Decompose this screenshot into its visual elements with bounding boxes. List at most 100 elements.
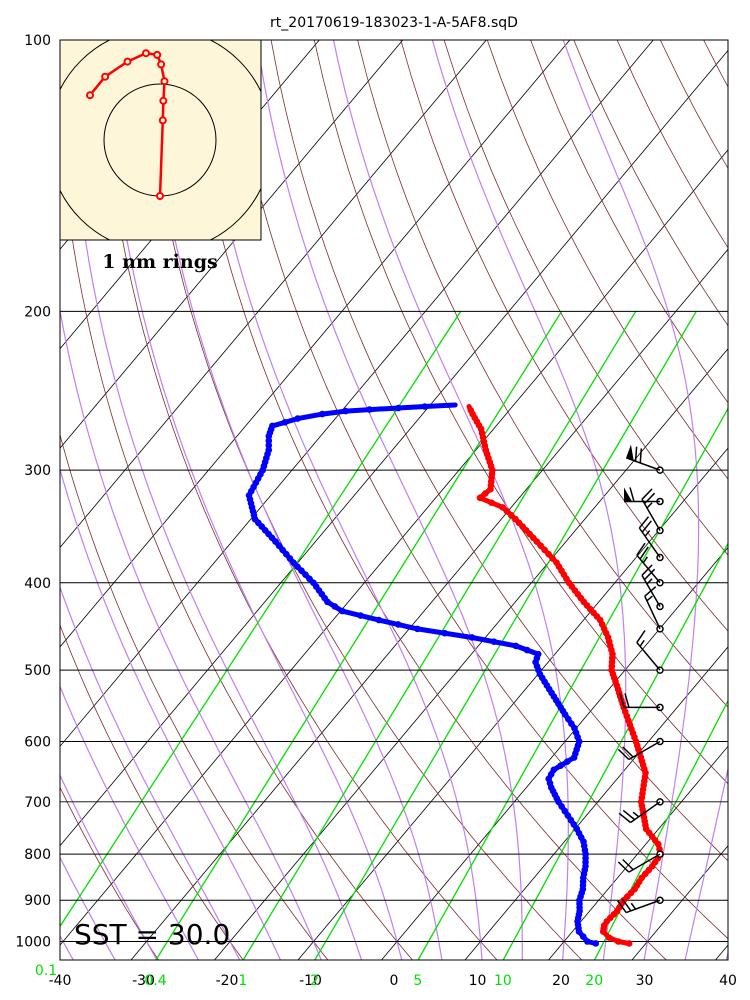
profile-point (468, 634, 476, 641)
plot-frame (59, 39, 729, 961)
wind-barb (617, 850, 664, 873)
profile-point (570, 821, 578, 828)
temperature-tick-labels: -40 -30 -20 -10 0 10 20 30 40 (49, 973, 737, 989)
wind-barb-half (646, 595, 653, 602)
wind-barb-full (622, 858, 634, 871)
isotherm-line (464, 646, 728, 960)
temperature-tick-label: -40 (49, 973, 72, 989)
profile-point (275, 542, 283, 550)
profile-point (550, 766, 558, 774)
moist-adiabat-line (60, 585, 241, 960)
hodograph-point (101, 72, 110, 81)
profile-point (286, 555, 294, 562)
pressure-tick-label: 900 (24, 893, 51, 909)
wind-barb-full (644, 586, 657, 597)
moist-adiabat-line (103, 40, 403, 960)
dry-adiabat-line (659, 40, 728, 170)
profile-point (331, 603, 339, 610)
hodograph-point (158, 116, 167, 125)
hodograph-point (160, 77, 169, 86)
mixing-ratio-label: 0.4 (144, 973, 166, 989)
wind-barb-full (641, 520, 652, 533)
profile-point (605, 934, 613, 941)
moist-adiabat-line (60, 856, 116, 960)
dry-adiabat-line (357, 40, 728, 708)
profile-point (549, 555, 556, 562)
wind-barb-staff (625, 899, 661, 914)
wind-barb-full (617, 861, 630, 873)
hodograph-caption: 1 nm rings (102, 251, 217, 273)
profile-point (568, 720, 575, 727)
wind-barb (619, 693, 664, 712)
wind-barb-half (646, 502, 653, 509)
wind-barb-full (639, 546, 649, 560)
moist-adiabat-line (60, 467, 282, 960)
profile-point (614, 938, 622, 945)
wind-barb-half (644, 530, 651, 537)
isotherm-line (547, 745, 728, 960)
mixing-ratio-label: 2 (310, 973, 319, 989)
dry-adiabat-line (97, 40, 498, 960)
mixing-ratio-label: 20 (585, 973, 603, 989)
isotherm-line (60, 149, 728, 946)
profile-point (467, 406, 475, 414)
hodograph-point (156, 192, 164, 200)
wind-barb-staff (636, 642, 661, 671)
pressure-tick-label: 700 (24, 795, 51, 811)
pressure-tick-label: 800 (24, 847, 51, 863)
chart-title: rt_20170619-183023-1-A-5AF8.sqD (270, 15, 518, 31)
profile-point (281, 418, 289, 426)
wind-barb-flag (624, 487, 632, 502)
pressure-tick-label: 100 (24, 33, 51, 49)
dry-adiabat-line (443, 40, 728, 556)
wind-barb (638, 516, 664, 562)
profile-point (488, 499, 495, 506)
wind-barb-staff (644, 595, 661, 630)
wind-barb-full (643, 492, 656, 505)
wind-barb-staff (638, 527, 661, 558)
mixing-ratio-line (502, 542, 728, 960)
profile-point (319, 410, 326, 418)
wind-barb-full (636, 630, 646, 643)
profile-point (357, 612, 364, 619)
profile-point (564, 758, 571, 765)
temperature-tick-label: 20 (552, 973, 570, 989)
profile-point (541, 546, 548, 554)
isotherm-line (60, 49, 728, 847)
mixing-ratio-line (242, 311, 637, 960)
wind-barb-half (646, 578, 653, 585)
moist-adiabat-line (332, 40, 569, 960)
profile-point (503, 508, 511, 515)
hodograph-point (157, 60, 166, 69)
isotherm-line (714, 944, 728, 960)
dry-adiabat-line (184, 40, 667, 960)
wind-barb-full (641, 564, 653, 576)
profile-point (476, 494, 484, 502)
dry-adiabat-line (703, 40, 728, 88)
profile-point (579, 933, 587, 940)
isotherm-line (380, 546, 728, 960)
dry-adiabat-line (60, 131, 414, 960)
wind-barb-full (622, 809, 636, 821)
wind-barb (641, 564, 664, 611)
temperature-tick-label: 0 (390, 973, 399, 989)
wind-barb (644, 586, 664, 633)
wind-barb-full (641, 488, 653, 500)
profile-point (571, 724, 578, 732)
wind-barb (625, 444, 664, 474)
mixing-ratio-line (60, 311, 462, 928)
wind-barb-full (618, 812, 631, 824)
wind-barb-flag (626, 444, 634, 461)
sst-annotation: SST = 30.0 (74, 918, 230, 951)
background-lines (60, 40, 728, 960)
profile-point (294, 563, 301, 570)
isotherm-line (60, 40, 70, 52)
wind-barb-staff (630, 801, 661, 824)
hodograph-point (86, 91, 94, 100)
pressure-tick-label: 1000 (15, 935, 51, 951)
profile-point (507, 511, 515, 519)
pressure-tick-label: 500 (24, 663, 51, 679)
wind-barb-full (643, 568, 656, 581)
wind-barb-full (629, 487, 635, 502)
wind-barb-full (639, 448, 643, 463)
